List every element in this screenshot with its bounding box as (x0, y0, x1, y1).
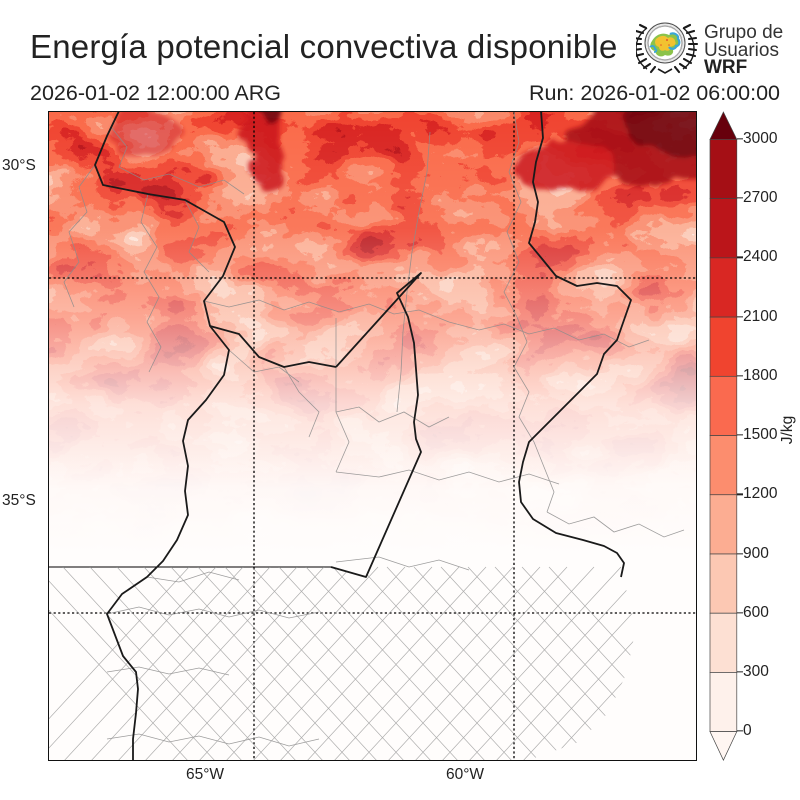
svg-text:WRF: WRF (704, 57, 747, 78)
